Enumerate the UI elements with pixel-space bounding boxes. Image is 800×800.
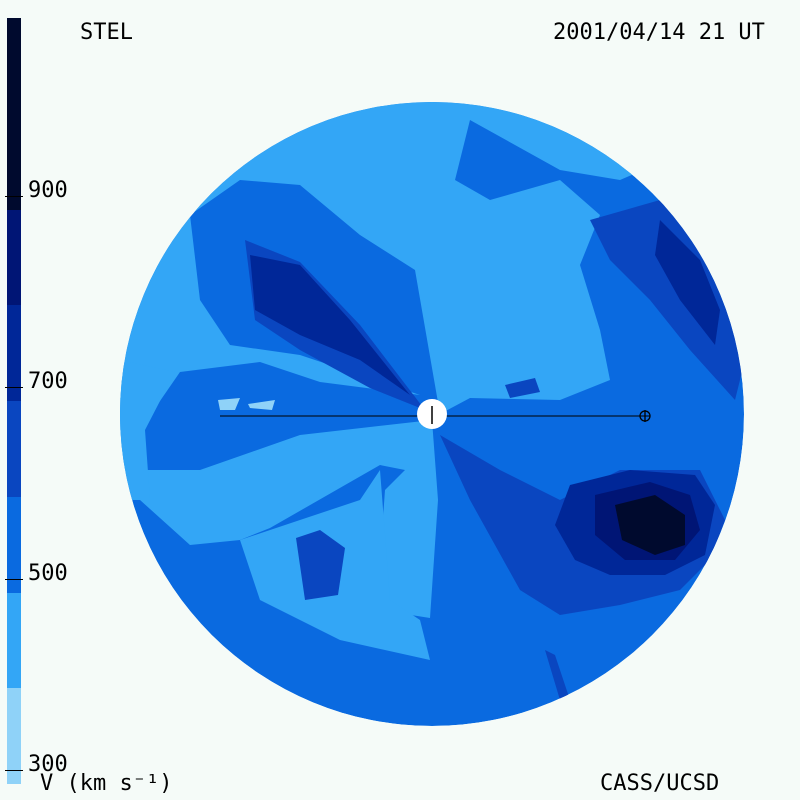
- contour-low-top: [120, 102, 744, 618]
- credit-label: CASS/UCSD: [600, 771, 720, 796]
- colorbar-level-1: [7, 592, 21, 689]
- colorbar-tick-label-900: 900: [28, 177, 68, 203]
- contour-mid-ne: [590, 200, 744, 400]
- colorbar-tick-label-300: 300: [28, 752, 68, 778]
- contour-low-left: [120, 360, 175, 500]
- contour-mid-stripe: [545, 650, 570, 700]
- colorbar-tick-label-700: 700: [28, 369, 68, 395]
- contour-max-se: [615, 495, 685, 555]
- colorbar: [7, 18, 21, 784]
- colorbar-tick-900: [5, 195, 23, 197]
- contour-high-ne: [655, 220, 720, 345]
- observatory-label: STEL: [80, 20, 133, 45]
- contour-high-nw: [250, 255, 410, 395]
- colorbar-level-4: [7, 305, 21, 401]
- colorbar-tick-700: [5, 387, 23, 389]
- colorbar-tick-500: [5, 578, 23, 580]
- contour-mid-sw: [296, 530, 345, 600]
- contour-verylow: [218, 398, 275, 410]
- colorbar-level-5: [7, 209, 21, 306]
- colorbar-tick-300: [5, 770, 23, 772]
- colorbar-level-6: [7, 18, 21, 210]
- colorbar-level-0: [7, 688, 21, 784]
- colorbar-level-3: [7, 401, 21, 497]
- contour-mid-small: [505, 378, 540, 398]
- datetime-label: 2001/04/14 21 UT: [553, 20, 765, 45]
- colorbar-level-2: [7, 496, 21, 593]
- quantity-label: V (km s⁻¹): [40, 771, 173, 796]
- colorbar-tick-label-500: 500: [28, 560, 68, 586]
